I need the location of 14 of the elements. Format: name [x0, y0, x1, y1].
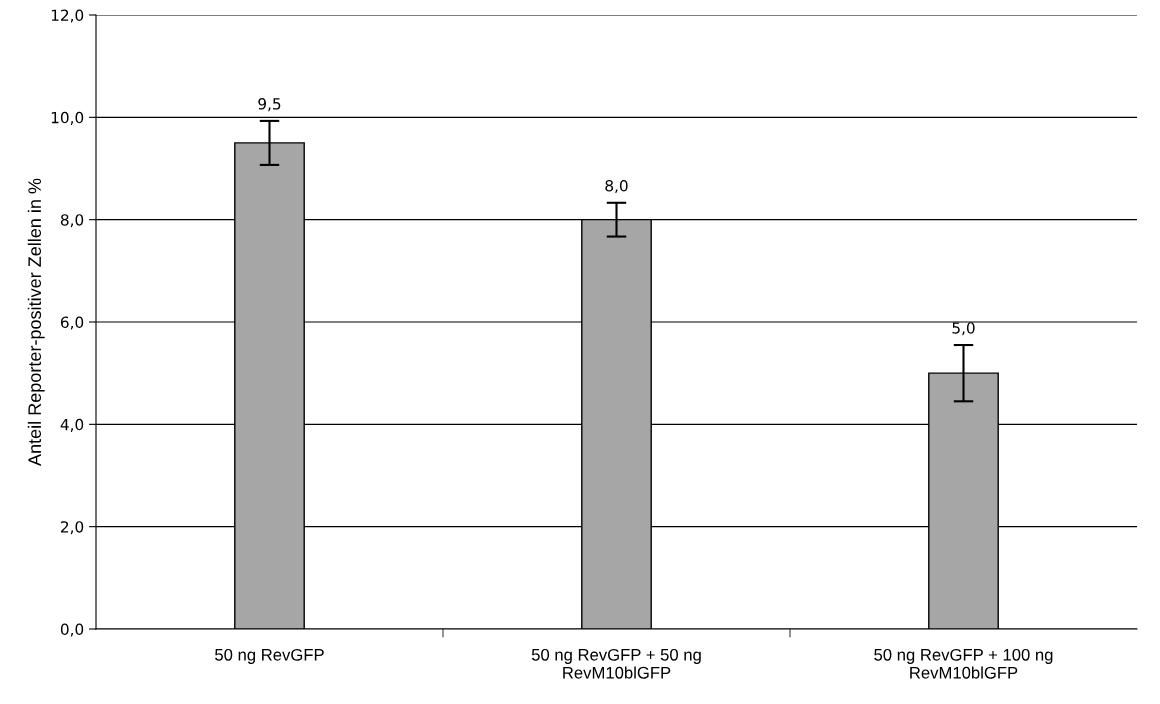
data-label: 5,0 — [952, 322, 975, 336]
data-label: 9,5 — [258, 98, 281, 112]
y-axis-title: Anteil Reporter-positiver Zellen in % — [27, 178, 45, 466]
y-tick-label: 2,0 — [61, 521, 84, 535]
y-tick-label: 8,0 — [60, 214, 84, 228]
y-tick-label: 10,0 — [51, 111, 84, 125]
y-tick-label: 12,0 — [51, 9, 84, 23]
y-tick-label: 6,0 — [60, 316, 84, 330]
x-tick-label: 50 ng RevGFP + 50 ng RevM10blGFP — [531, 648, 701, 679]
data-label: 8,0 — [605, 179, 628, 194]
x-tick-label: 50 ng RevGFP + 100 ng RevM10blGFP — [874, 648, 1053, 679]
y-tick-label: 4,0 — [60, 418, 84, 432]
y-tick-label: 0,0 — [60, 623, 84, 637]
x-tick-label: 50 ng RevGFP — [215, 648, 324, 664]
